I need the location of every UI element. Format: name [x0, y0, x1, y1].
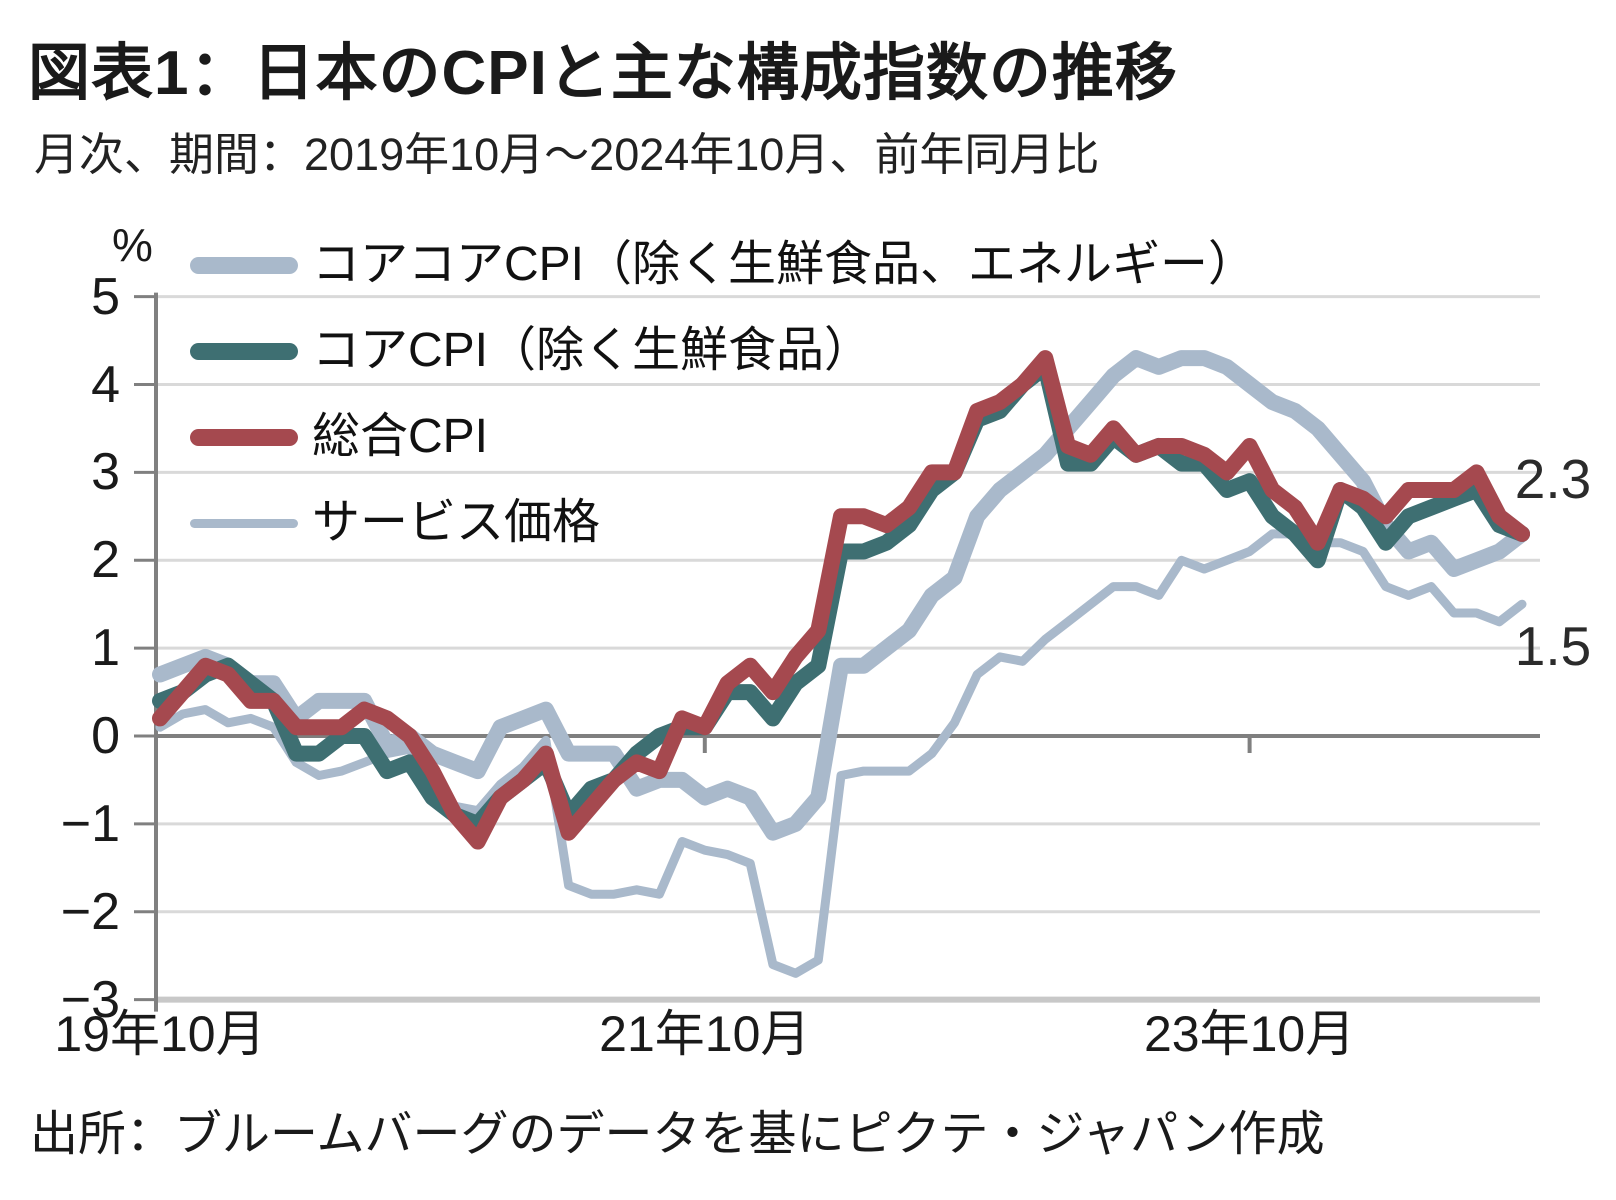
series-line-2 [152, 350, 1530, 850]
legend-swatch [190, 342, 298, 360]
y-axis-label: −1 [60, 794, 120, 853]
chart-subtitle: 月次、期間：2019年10月～2024年10月、前年同月比 [34, 129, 1100, 180]
end-value-label-cpi: 2.3 [1514, 448, 1592, 510]
x-axis-label: 23年10月 [1143, 1006, 1356, 1062]
y-axis-label: 5 [91, 267, 120, 326]
y-axis-label: −3 [60, 970, 120, 1029]
y-axis-label: 0 [91, 707, 120, 765]
y-axis-label: 4 [91, 355, 120, 414]
legend-label: 総合CPI [312, 410, 489, 463]
legend-item-1: コアCPI（除く生鮮食品） [190, 321, 872, 381]
page-title: 図表1：日本のCPIと主な構成指数の推移 [28, 39, 1178, 108]
source-note: 出所：ブルームバーグのデータを基にピクテ・ジャパン作成 [30, 1108, 1325, 1161]
y-axis-unit-label: % [112, 219, 153, 271]
legend-swatch [190, 428, 298, 446]
y-axis-label: 2 [91, 531, 120, 590]
legend-item-3: サービス価格 [190, 493, 600, 553]
y-axis-label: −2 [60, 882, 120, 941]
legend-label: コアコアCPI（除く生鮮食品、エネルギー） [312, 238, 1257, 291]
legend-item-2: 総合CPI [190, 407, 488, 467]
y-axis-label: 3 [91, 443, 120, 502]
legend-label: サービス価格 [312, 496, 601, 549]
x-axis-label: 19年10月 [54, 1006, 266, 1062]
series-line-3 [155, 529, 1527, 978]
legend-item-0: コアコアCPI（除く生鮮食品、エネルギー） [190, 235, 1256, 295]
legend-label: コアCPI（除く生鮮食品） [312, 324, 873, 377]
y-axis-label: 1 [91, 619, 120, 678]
legend-swatch [190, 518, 298, 528]
x-axis-label: 21年10月 [599, 1006, 811, 1062]
legend-swatch [190, 256, 298, 274]
end-value-label-services: 1.5 [1514, 615, 1592, 677]
series-line-0 [152, 350, 1530, 841]
